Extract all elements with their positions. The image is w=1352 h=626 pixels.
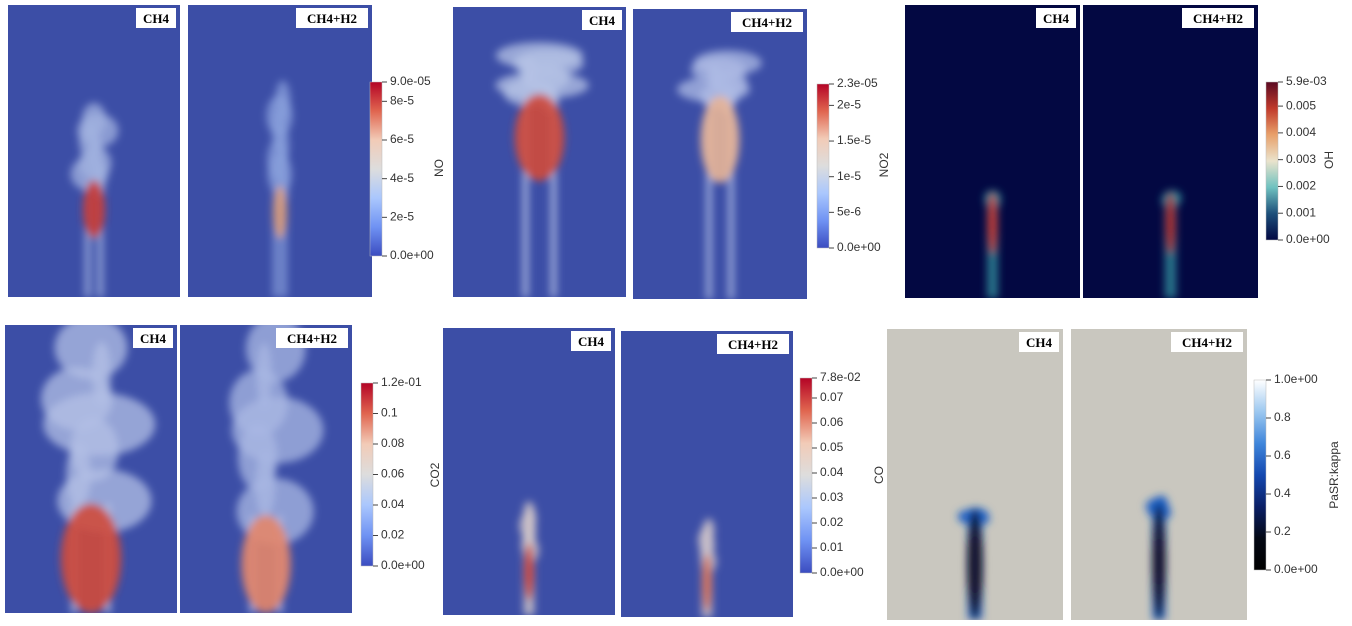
panel-label: CH4	[140, 331, 167, 346]
panel-label: CH4	[1043, 11, 1070, 26]
contour-panel: CH4+H2	[1083, 5, 1258, 298]
contour-panel: CH4	[443, 328, 615, 615]
panel-label: CH4	[589, 13, 616, 28]
colorbar-title: CO2	[428, 462, 442, 487]
colorbar-tick-label: 0.0e+00	[381, 558, 425, 572]
colorbar-tick-label: 0.0e+00	[390, 248, 434, 262]
colorbar-tick-label: 1.0e+00	[1274, 372, 1318, 386]
figure-group: CH4 CH4+H2 0.0e+00 5e-6 1e-5 1.5e-5 2e-5 2.3e-0…	[453, 7, 891, 299]
colorbar-tick-label: 0.1	[381, 406, 398, 420]
colorbar-tick-label: 6e-5	[390, 132, 414, 146]
colorbar-tick-label: 8e-5	[390, 94, 414, 108]
colorbar-tick-label: 1.2e-01	[381, 375, 422, 389]
panel-label: CH4	[143, 11, 170, 26]
colorbar-tick-label: 0.01	[820, 540, 844, 554]
colorbar	[800, 378, 812, 573]
colorbar-tick-label: 0.0e+00	[820, 565, 864, 579]
colorbar-tick-label: 1e-5	[837, 169, 861, 183]
colorbar	[817, 84, 829, 248]
colorbar-tick-label: 0.8	[1274, 410, 1291, 424]
contour-panel: CH4	[905, 5, 1080, 298]
panel-label: CH4+H2	[1193, 11, 1243, 26]
colorbar	[370, 82, 382, 256]
colorbar-tick-label: 0.07	[820, 390, 844, 404]
colorbar-tick-label: 2e-5	[390, 210, 414, 224]
panel-label: CH4+H2	[307, 11, 357, 26]
colorbar-tick-label: 0.06	[820, 415, 844, 429]
colorbar-tick-label: 0.02	[381, 528, 405, 542]
figure-group: CH4 CH4+H2 0.0e+00 0.02 0.04 0.06 0.08 0.1 1.2e-…	[5, 315, 442, 613]
panel-label: CH4+H2	[728, 337, 778, 352]
panel-label: CH4	[1026, 335, 1053, 350]
colorbar-tick-label: 0.0e+00	[1286, 232, 1330, 246]
figure-group: CH4 CH4+H2 0.0e+00 0.001 0.002 0.003 0.004 0.00…	[905, 5, 1336, 298]
panel-label: CH4+H2	[742, 15, 792, 30]
colorbar-tick-label: 0.003	[1286, 152, 1316, 166]
colorbar-tick-label: 0.02	[820, 515, 844, 529]
colorbar-tick-label: 0.04	[381, 497, 405, 511]
colorbar-tick-label: 0.6	[1274, 448, 1291, 462]
colorbar-tick-label: 2e-5	[837, 98, 861, 112]
colorbar-title: NO2	[877, 152, 891, 177]
colorbar-tick-label: 0.0e+00	[1274, 562, 1318, 576]
contour-panel: CH4+H2	[1071, 329, 1247, 620]
colorbar	[1266, 82, 1278, 240]
colorbar-tick-label: 0.08	[381, 436, 405, 450]
colorbar-title: NO	[432, 159, 446, 177]
figure-group: CH4 CH4+H2 0.0e+00 2e-5 4e-5 6e-5 8e-5 9.0e-05 N…	[8, 5, 446, 297]
colorbar-tick-label: 0.04	[820, 465, 844, 479]
colorbar-tick-label: 1.5e-5	[837, 133, 871, 147]
colorbar-tick-label: 0.2	[1274, 524, 1291, 538]
colorbar-tick-label: 5.9e-03	[1286, 74, 1327, 88]
colorbar	[361, 383, 373, 566]
contour-panel: CH4	[887, 329, 1063, 620]
colorbar-tick-label: 5e-6	[837, 205, 861, 219]
figure: CH4 CH4+H2 0.0e+00 2e-5 4e-5 6e-5 8e-5 9.0e-05 N…	[0, 0, 1352, 626]
panel-label: CH4+H2	[1182, 335, 1232, 350]
colorbar-tick-label: 0.06	[381, 467, 405, 481]
colorbar-tick-label: 0.005	[1286, 98, 1316, 112]
panel-label: CH4	[578, 334, 605, 349]
colorbar-tick-label: 0.004	[1286, 125, 1316, 139]
colorbar	[1254, 380, 1266, 570]
contour-panel: CH4	[453, 7, 626, 297]
colorbar-tick-label: 0.002	[1286, 179, 1316, 193]
colorbar-tick-label: 0.4	[1274, 486, 1291, 500]
contour-panel: CH4+H2	[633, 9, 807, 299]
contour-panel: CH4	[5, 316, 177, 613]
colorbar-title: CO	[872, 466, 886, 484]
colorbar-tick-label: 0.03	[820, 490, 844, 504]
colorbar-title: PaSR:kappa	[1327, 441, 1341, 509]
figure-group: CH4 CH4+H2 0.0e+00 0.01 0.02 0.03 0.04 0.05 0.06…	[443, 328, 886, 617]
colorbar-tick-label: 0.05	[820, 440, 844, 454]
colorbar-tick-label: 7.8e-02	[820, 370, 861, 384]
colorbar-tick-label: 0.0e+00	[837, 240, 881, 254]
contour-panel: CH4+H2	[621, 331, 793, 617]
colorbar-tick-label: 2.3e-05	[837, 76, 878, 90]
colorbar-tick-label: 9.0e-05	[390, 74, 431, 88]
colorbar-tick-label: 0.001	[1286, 205, 1316, 219]
panel-label: CH4+H2	[287, 331, 337, 346]
contour-panel: CH4	[8, 5, 180, 297]
contour-panel: CH4+H2	[188, 5, 372, 297]
contour-panel: CH4+H2	[180, 315, 352, 613]
colorbar-title: OH	[1322, 151, 1336, 169]
colorbar-tick-label: 4e-5	[390, 171, 414, 185]
figure-group: CH4 CH4+H2 0.0e+00 0.2 0.4 0.6 0.8 1.0e+00 PaSR:…	[887, 329, 1341, 620]
